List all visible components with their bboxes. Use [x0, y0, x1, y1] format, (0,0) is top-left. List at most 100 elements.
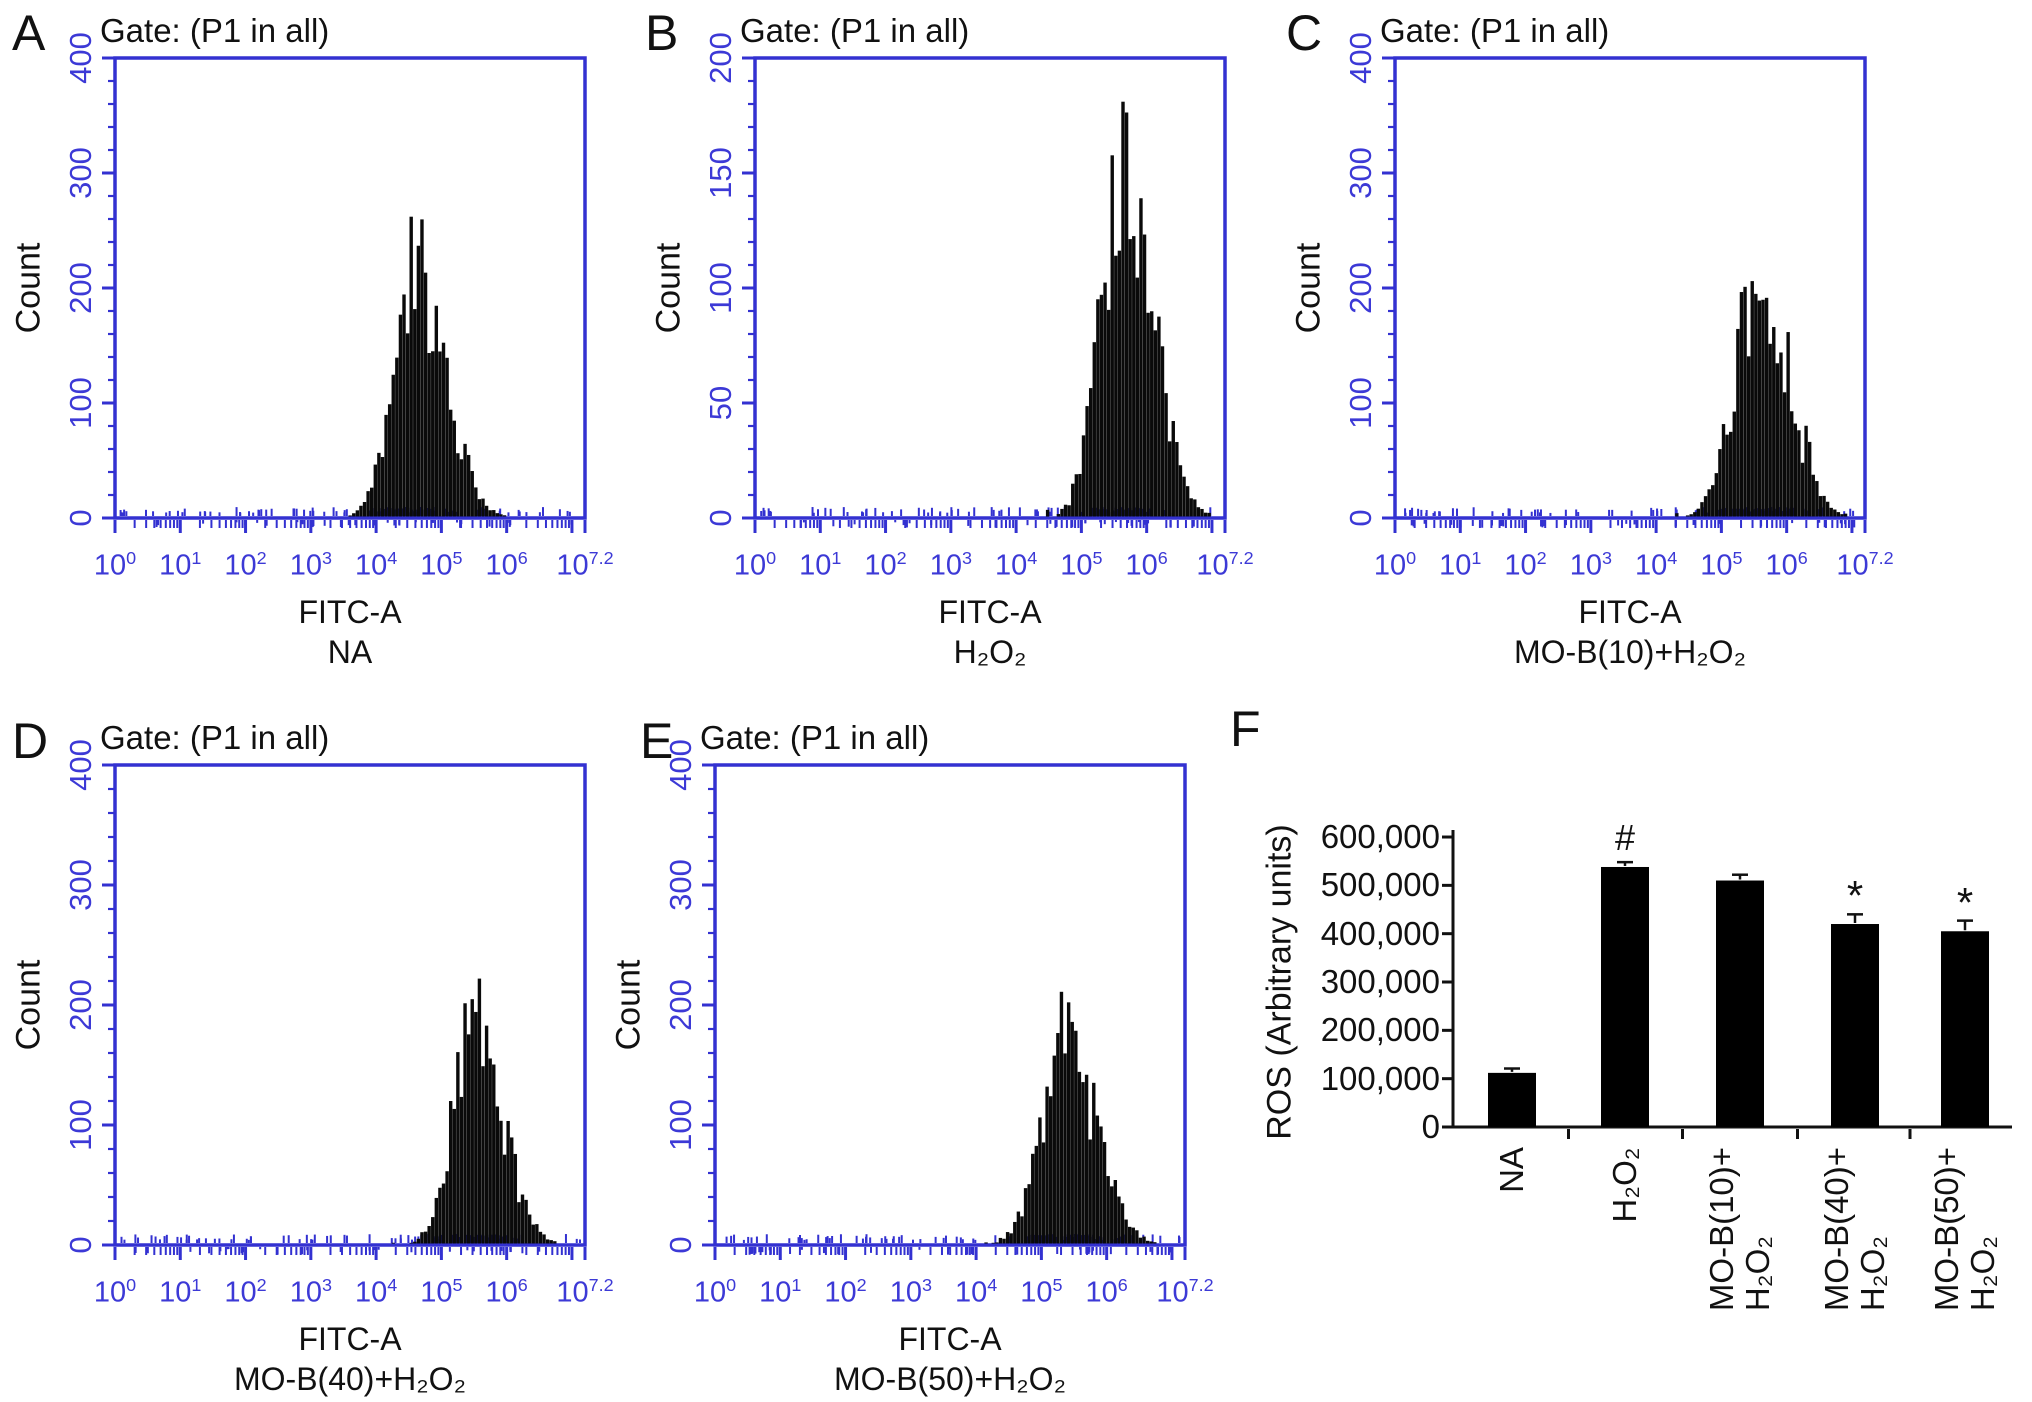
x-tick-base: 10 [289, 549, 322, 582]
panel-A-x-tick-label-text: 102 [224, 548, 266, 583]
x-tick-exponent: 5 [452, 1275, 463, 1295]
histogram-bar [531, 1224, 535, 1244]
x-tick-base: 10 [1634, 549, 1668, 582]
histogram-bar [1178, 465, 1183, 517]
x-tick-exponent: 4 [1667, 548, 1678, 568]
histogram-bar [1675, 513, 1679, 517]
panel-E-y-tick-label-text: 300 [663, 859, 698, 911]
histogram-bar [495, 1106, 500, 1244]
histogram-bar [1005, 1232, 1010, 1244]
category-label-line: H₂O₂ [1606, 1146, 1643, 1223]
histogram-bar [1045, 509, 1050, 517]
histogram-bar [1829, 507, 1833, 517]
histogram-bar [1088, 1139, 1092, 1244]
histogram-bar [1139, 198, 1143, 517]
histogram-bar [1102, 1142, 1107, 1244]
x-tick-base: 10 [733, 549, 767, 582]
panel-D-y-tick-label-text: 400 [63, 739, 98, 791]
histogram-bar [1038, 1117, 1042, 1244]
panel-C-fitc-axis-label-text: FITC-A [1578, 594, 1682, 630]
histogram-bar [416, 1238, 421, 1244]
histogram-bar [1728, 431, 1733, 517]
panel-E-condition-label-text: MO-B(50)+H₂O₂ [834, 1361, 1066, 1397]
panel-A-y-tick-label-text: 0 [63, 509, 98, 527]
panel-F-category-label-text: H₂O₂ [1606, 1146, 1643, 1223]
panel-A-gate-title: Gate: (P1 in all) [100, 12, 330, 49]
histogram-bar [466, 1034, 471, 1244]
histogram-bar [1757, 300, 1762, 517]
histogram-bar [466, 454, 471, 517]
histogram-bar [431, 1217, 435, 1244]
panel-E-y-tick-label-text: 0 [663, 1236, 698, 1254]
histogram-bar [1095, 1115, 1100, 1244]
histogram-bar [1106, 309, 1111, 517]
histogram-bar [1020, 1216, 1024, 1244]
panel-C-x-tick-label-text: 101 [1439, 548, 1481, 583]
panel-B-x-tick-label-text: 101 [799, 548, 841, 583]
panel-F-y-tick-label-text: 100,000 [1320, 1059, 1440, 1097]
histogram-bar [1002, 1238, 1006, 1244]
histogram-bar [1711, 485, 1715, 517]
histogram-bar [488, 510, 492, 517]
histogram-bar [1114, 255, 1118, 517]
histogram-bar [377, 452, 381, 517]
histogram-bar [1078, 473, 1082, 517]
histogram-bar [1074, 474, 1079, 517]
histogram-bar [1779, 352, 1783, 517]
panel-C-x-tick-label-text: 106 [1766, 548, 1808, 583]
category-label-line: NA [1493, 1147, 1530, 1193]
histogram-bar [355, 510, 360, 517]
panel-F-y-tick-label-text: 0 [1421, 1108, 1440, 1145]
histogram-bar [459, 1096, 464, 1244]
histogram-bar [445, 1171, 449, 1244]
histogram-bar [1059, 991, 1064, 1244]
x-tick-base: 10 [864, 549, 897, 582]
histogram-bar [1128, 239, 1132, 517]
histogram-bar [1138, 1237, 1143, 1244]
histogram-bar [456, 1052, 460, 1244]
panel-D-fitc-axis-label-text: FITC-A [298, 1321, 402, 1357]
x-tick-base: 10 [159, 549, 192, 582]
histogram-bar [1797, 430, 1801, 517]
x-tick-base: 10 [224, 1276, 257, 1309]
x-tick-exponent: 0 [726, 1275, 737, 1295]
histogram-bar [1060, 508, 1064, 517]
panel-C-x-tick-label-text: 100 [1374, 548, 1416, 583]
histogram-bar [1135, 1230, 1139, 1244]
histogram-bar [1034, 1145, 1039, 1244]
panel-C-y-tick-label-text: 300 [1343, 147, 1378, 199]
histogram-bar [463, 443, 467, 517]
histogram-bar [1689, 514, 1693, 517]
panel-C-y-tick-label-text: 100 [1343, 377, 1378, 429]
histogram-bar [1124, 112, 1129, 517]
x-tick-exponent: 7.2 [1188, 1275, 1214, 1295]
histogram-bar [409, 1242, 413, 1244]
histogram-bar [1117, 1196, 1121, 1244]
f-bar [1488, 1072, 1536, 1127]
panel-C-letter: C [1286, 5, 1323, 61]
x-tick-exponent: 6 [1117, 1275, 1128, 1295]
histogram-bar [995, 1242, 999, 1244]
histogram-bar [413, 1241, 417, 1244]
histogram-bar [1193, 499, 1197, 517]
panel-E-x-tick-label-text: 102 [824, 1275, 866, 1310]
histogram-bar [1092, 342, 1096, 517]
histogram-bar [1023, 1188, 1028, 1244]
panel-A-x-tick-label-text: 107.2 [556, 548, 613, 583]
histogram-bar [1815, 481, 1819, 517]
f-bar [1831, 924, 1879, 1127]
histogram-bar [448, 409, 453, 517]
histogram-bar [524, 1199, 528, 1244]
x-tick-exponent: 3 [1601, 548, 1612, 568]
panel-A-x-tick-label-text: 101 [159, 548, 201, 583]
x-tick-base: 10 [929, 549, 962, 582]
panel-B-x-tick-label-text: 107.2 [1196, 548, 1253, 583]
panel-E-plot-frame [713, 763, 1187, 1247]
panel-B-y-tick-label-text: 150 [703, 147, 738, 199]
histogram-bar [1067, 505, 1071, 517]
histogram-bar [1167, 441, 1172, 517]
histogram-bar [463, 1003, 467, 1244]
histogram-bar [1121, 101, 1125, 517]
histogram-bar [1775, 363, 1780, 517]
panel-B-count-axis-label-text: Count [649, 242, 688, 334]
